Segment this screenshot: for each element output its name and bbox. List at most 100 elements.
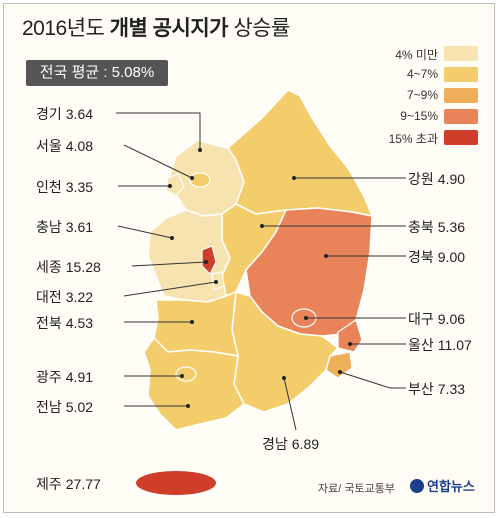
page-title: 2016년도 개별 공시지가 상승률 (22, 12, 290, 42)
leader-dot-sejong (204, 260, 208, 264)
region-label-gyeonggi: 경기 3.64 (36, 104, 93, 124)
leader-dot-jeonbuk (190, 320, 194, 324)
leader-dot-jeonnam (186, 404, 190, 408)
leader-dot-seoul (190, 176, 194, 180)
leader-line-seoul (123, 144, 193, 179)
leader-dot-ulsan (348, 342, 352, 346)
region-label-sejong: 세종 15.28 (36, 257, 101, 277)
leader-line-busan (339, 371, 406, 389)
region-label-incheon: 인천 3.35 (36, 177, 93, 197)
legend-item: 15% 초과 (380, 128, 480, 148)
legend-label: 15% 초과 (388, 132, 438, 146)
legend-item: 9~15% (380, 107, 480, 127)
region-value: 4.91 (65, 369, 94, 385)
region-sejong (201, 245, 217, 276)
leader-dot-gwangju (180, 374, 184, 378)
legend-label: 4% 미만 (395, 48, 438, 62)
region-label-chungnam: 충남 3.61 (36, 217, 93, 237)
leader-dot-chungnam (170, 236, 174, 240)
region-name: 대구 (408, 311, 434, 327)
region-name: 인천 (36, 179, 62, 195)
region-value: 4.90 (437, 171, 466, 187)
region-name: 서울 (36, 138, 62, 154)
region-value: 9.00 (437, 249, 466, 265)
region-name: 전북 (36, 315, 62, 331)
region-name: 광주 (36, 369, 62, 385)
legend-swatch (444, 67, 478, 82)
region-name: 세종 (36, 259, 62, 275)
region-name: 경기 (36, 106, 62, 122)
region-label-daegu: 대구 9.06 (408, 309, 465, 329)
legend-swatch (444, 46, 478, 61)
legend-swatch (444, 88, 478, 103)
region-label-ulsan: 울산 11.07 (408, 335, 472, 355)
region-gwangju (175, 366, 197, 382)
region-name: 충북 (408, 219, 434, 235)
region-value: 3.64 (65, 106, 94, 122)
leader-dot-gangwon (292, 176, 296, 180)
leader-lines (116, 112, 406, 431)
leader-line-gyeonggi (116, 112, 201, 150)
leader-dot-gyeonggi (198, 148, 202, 152)
legend-label: 9~15% (400, 109, 438, 123)
region-daejeon (211, 271, 225, 291)
region-name: 충남 (36, 219, 62, 235)
legend-item: 4~7% (380, 65, 480, 85)
leader-line-chungnam (117, 225, 173, 239)
leader-dot-gyeongbuk (324, 254, 328, 258)
region-name: 경남 (262, 436, 288, 452)
region-name: 강원 (408, 171, 434, 187)
region-label-gangwon: 강원 4.90 (408, 169, 465, 189)
region-value: 27.77 (65, 476, 101, 492)
region-gangwon (227, 89, 374, 218)
title-year: 2016년도 (22, 17, 105, 40)
region-value: 5.36 (437, 219, 466, 235)
national-average-badge: 전국 평균 : 5.08% (26, 60, 168, 86)
source-credit: 자료/ 국토교통부 (318, 483, 395, 495)
region-label-gwangju: 광주 4.91 (36, 367, 93, 387)
leader-dot-chungbuk (260, 224, 264, 228)
region-jeonnam (143, 336, 245, 431)
legend-swatch (444, 130, 478, 145)
region-label-gyeongnam: 경남 6.89 (262, 434, 319, 454)
region-value: 9.06 (437, 311, 466, 327)
region-jeonbuk (153, 290, 239, 357)
title-bold: 개별 공시지가 (109, 17, 229, 40)
legend-label: 7~9% (406, 88, 438, 102)
region-value: 6.89 (291, 436, 320, 452)
legend-label: 4~7% (406, 67, 438, 81)
region-incheon (165, 173, 185, 197)
region-label-jeonbuk: 전북 4.53 (36, 313, 93, 333)
leader-line-daejeon (123, 281, 217, 297)
region-value: 7.33 (437, 381, 466, 397)
leader-dot-busan (338, 370, 342, 374)
region-name: 제주 (36, 476, 62, 492)
brand-name: 연합뉴스 (427, 479, 475, 494)
legend-swatch (444, 109, 478, 124)
region-name: 경북 (408, 249, 434, 265)
region-value: 3.35 (65, 179, 94, 195)
region-value: 4.53 (65, 315, 94, 331)
leader-dots (168, 148, 352, 408)
region-seoul (189, 172, 211, 188)
region-label-chungbuk: 충북 5.36 (408, 217, 465, 237)
leader-dot-daejeon (214, 280, 218, 284)
region-name: 전남 (36, 399, 62, 415)
legend-item: 4% 미만 (380, 44, 480, 64)
region-label-jeju: 제주 27.77 (36, 474, 101, 494)
yonhap-logo-icon (410, 479, 424, 493)
legend-item: 7~9% (380, 86, 480, 106)
region-jeju (136, 471, 216, 495)
title-rest: 상승률 (233, 17, 290, 40)
region-label-busan: 부산 7.33 (408, 379, 465, 399)
region-value: 3.22 (65, 289, 94, 305)
region-name: 부산 (408, 381, 434, 397)
region-label-seoul: 서울 4.08 (36, 136, 93, 156)
leader-dot-daegu (304, 316, 308, 320)
region-name: 대전 (36, 289, 62, 305)
leader-line-sejong (131, 261, 207, 267)
leader-line-gyeongnam (283, 377, 297, 431)
region-value: 3.61 (65, 219, 94, 235)
leader-dot-incheon (168, 184, 172, 188)
